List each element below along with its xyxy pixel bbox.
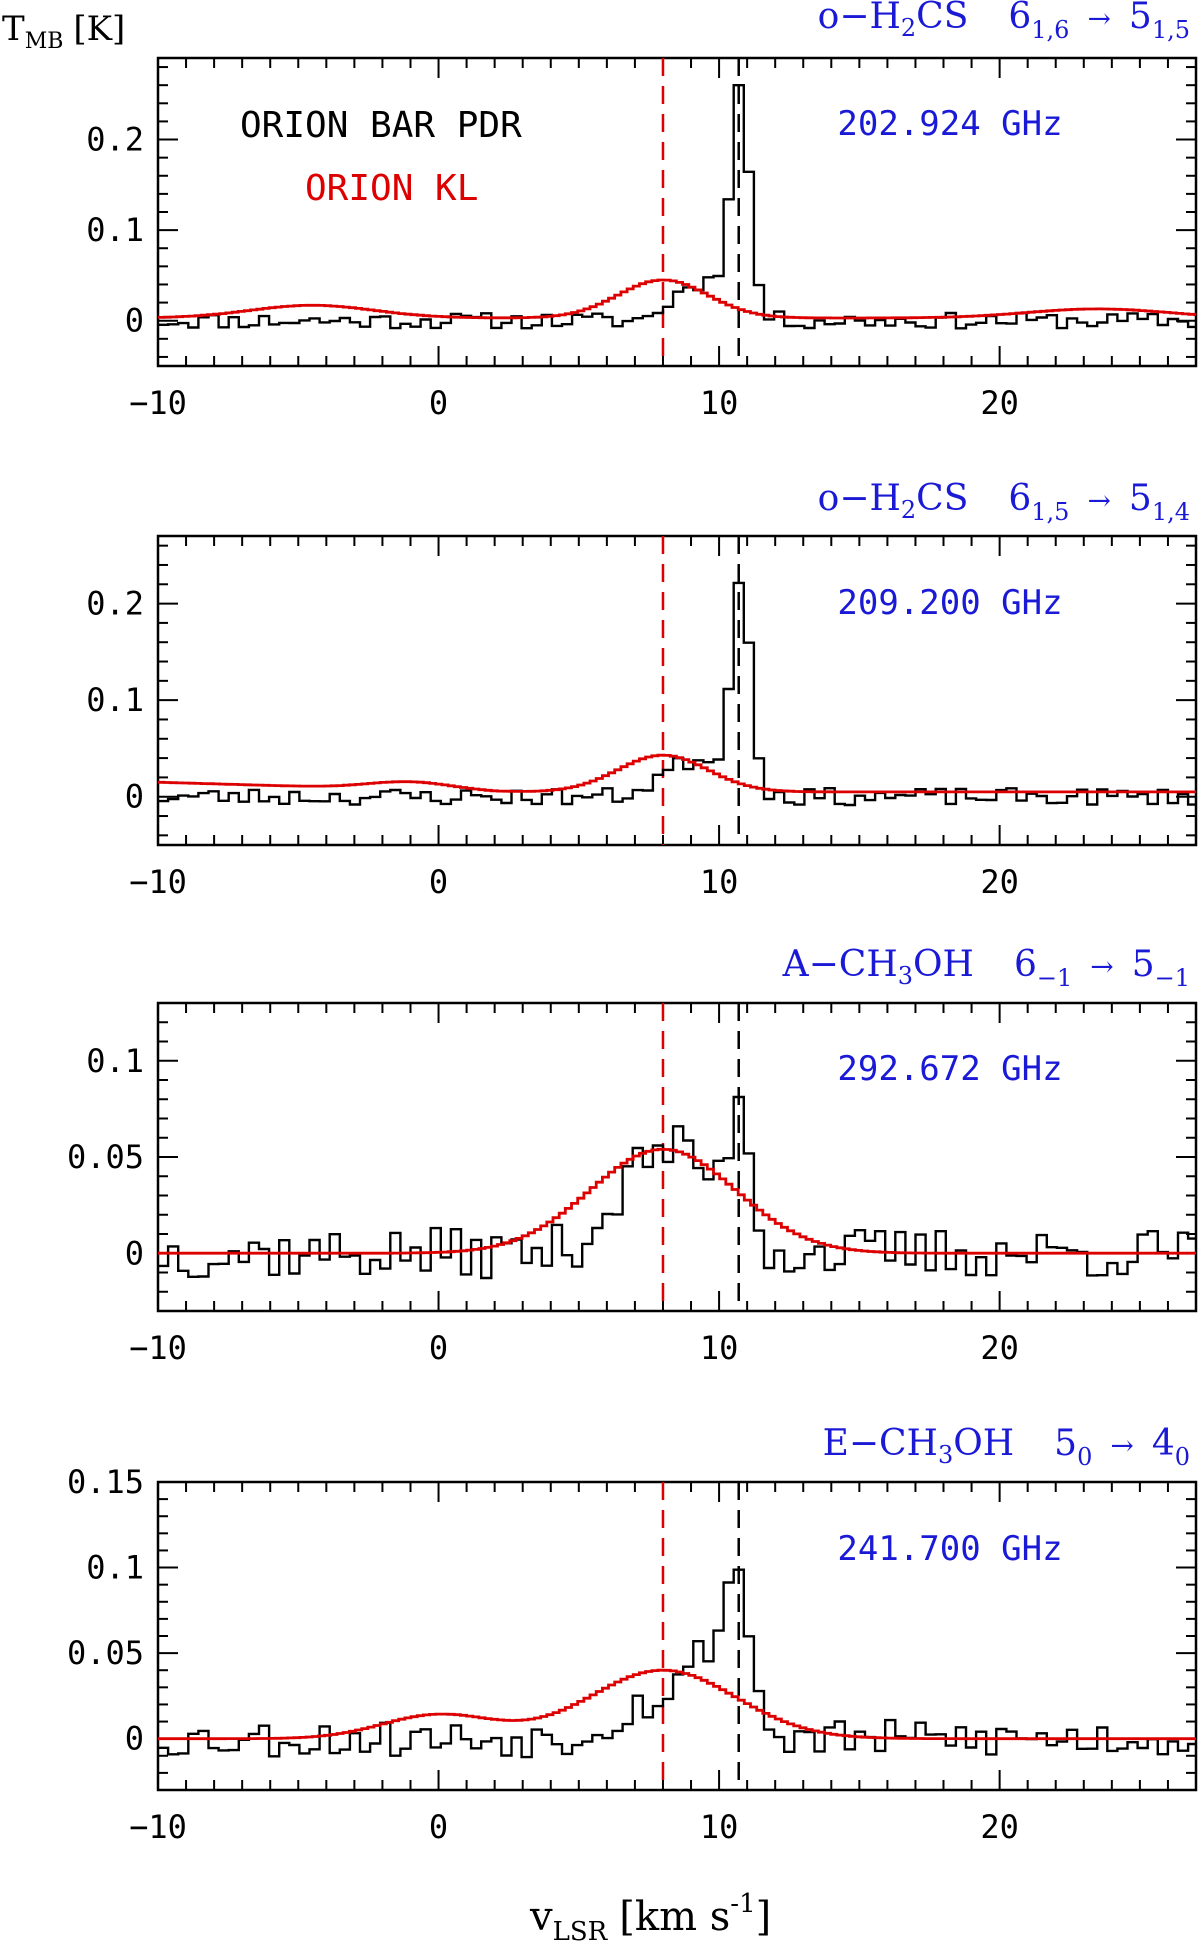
y-tick-label: 0.2 xyxy=(86,585,144,623)
transition-label: o−H2CS 61,5 → 51,4 xyxy=(818,478,1190,526)
y-tick-label: 0.1 xyxy=(86,681,144,719)
frequency-label: 202.924 GHz xyxy=(837,104,1062,144)
transition-label: A−CH3OH 6−1 → 5−1 xyxy=(782,944,1190,992)
y-tick-label: 0.2 xyxy=(86,121,144,159)
spectrum-panel: A−CH3OH 6−1 → 5−1 292.672 GHz −10 0 10 20 0 0.05 0.… xyxy=(67,944,1198,1367)
x-tick-label: 20 xyxy=(980,1808,1019,1846)
y-tick-label: 0 xyxy=(125,1720,144,1758)
spectrum-panel: o−H2CS 61,6 → 51,5 202.924 GHz −10 0 10 20 0 0.1 0.… xyxy=(86,0,1198,422)
plot-frame xyxy=(156,534,1198,847)
y-tick-label: 0.1 xyxy=(86,1549,144,1587)
transition-label: E−CH3OH 50 → 40 xyxy=(823,1423,1190,1471)
spectrum-panel: o−H2CS 61,5 → 51,4 209.200 GHz −10 0 10 20 0 0.1 0.… xyxy=(86,478,1198,901)
y-tick-label: 0 xyxy=(125,1234,144,1272)
y-tick-label: 0.1 xyxy=(86,211,144,249)
orion-bar-pdr-spectrum xyxy=(158,1095,1196,1280)
x-tick-label: 0 xyxy=(429,1808,448,1846)
orion-bar-pdr-spectrum xyxy=(158,1568,1196,1759)
x-tick-label: −10 xyxy=(129,1329,187,1367)
panels: o−H2CS 61,6 → 51,5 202.924 GHz −10 0 10 20 0 0.1 0.… xyxy=(67,0,1198,1846)
x-tick-label: −10 xyxy=(129,1808,187,1846)
y-tick-label: 0 xyxy=(125,778,144,816)
x-tick-label: 10 xyxy=(700,384,739,422)
orion-kl-spectrum xyxy=(158,1147,1196,1255)
orion-kl-spectrum xyxy=(158,278,1197,320)
x-tick-label: 0 xyxy=(429,384,448,422)
frequency-label: 241.700 GHz xyxy=(837,1529,1062,1569)
y-tick-label: 0.05 xyxy=(67,1138,144,1176)
x-tick-label: −10 xyxy=(129,384,187,422)
frequency-label: 209.200 GHz xyxy=(837,583,1062,623)
orion-kl-spectrum xyxy=(158,1668,1196,1741)
x-tick-label: 10 xyxy=(700,863,739,901)
x-tick-label: 10 xyxy=(700,1808,739,1846)
x-tick-label: 10 xyxy=(700,1329,739,1367)
legend-orion-kl: ORION KL xyxy=(305,168,478,209)
x-axis-label: vLSR [km s-1] xyxy=(529,1889,771,1946)
y-tick-label: 0.05 xyxy=(67,1634,144,1672)
y-tick-label: 0.1 xyxy=(86,1042,144,1080)
x-tick-label: 20 xyxy=(980,384,1019,422)
x-tick-label: −10 xyxy=(129,863,187,901)
frequency-label: 292.672 GHz xyxy=(837,1049,1062,1089)
spectrum-panel: E−CH3OH 50 → 40 241.700 GHz −10 0 10 20 0 0.05 0.1 0… xyxy=(67,1423,1198,1846)
x-tick-label: 0 xyxy=(429,863,448,901)
legend-orion-bar-pdr: ORION BAR PDR xyxy=(240,105,522,146)
y-tick-label: 0.15 xyxy=(67,1463,144,1501)
y-axis-label: TMB [K] xyxy=(2,9,125,54)
x-tick-label: 0 xyxy=(429,1329,448,1367)
orion-kl-spectrum xyxy=(158,753,1196,794)
y-tick-label: 0 xyxy=(125,302,144,340)
x-tick-label: 20 xyxy=(980,863,1019,901)
transition-label: o−H2CS 61,6 → 51,5 xyxy=(818,0,1190,44)
x-tick-label: 20 xyxy=(980,1329,1019,1367)
